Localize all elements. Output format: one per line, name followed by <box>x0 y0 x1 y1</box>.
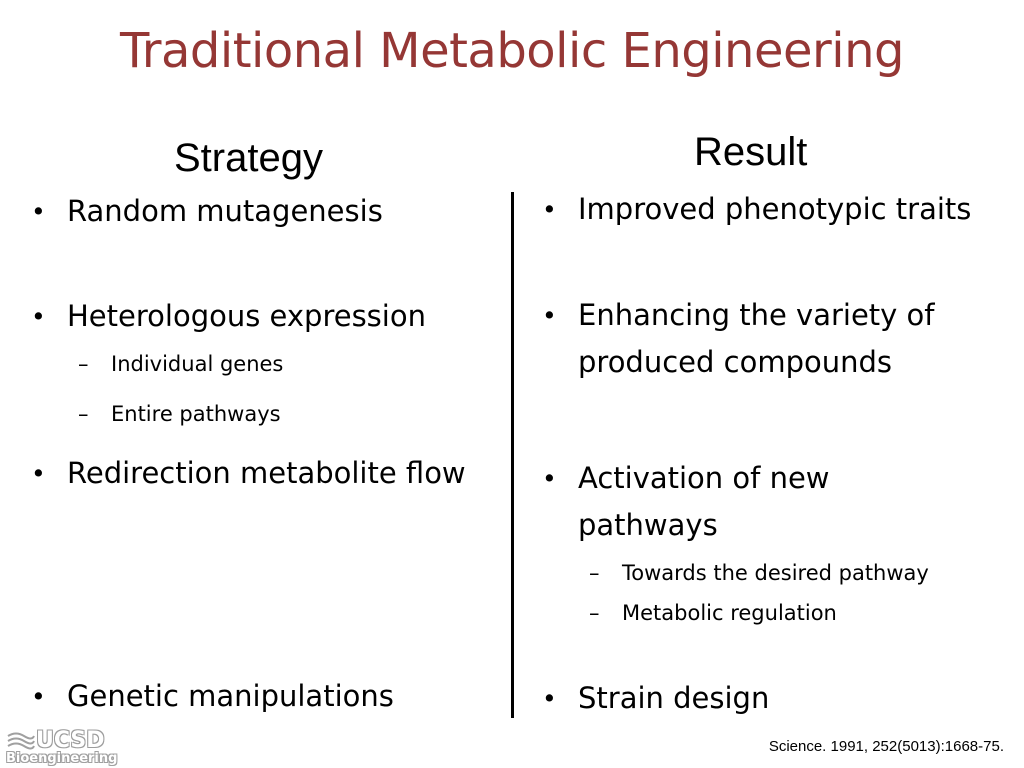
result-item-strain-design: • Strain design <box>542 675 978 722</box>
result-item-improved-traits: • Improved phenotypic traits <box>542 186 978 233</box>
strategy-item-label: Genetic manipulations <box>67 679 394 713</box>
bullet-icon: • <box>542 464 557 493</box>
strategy-item-label: Redirection metabolite flow <box>67 456 466 490</box>
bullet-icon: • <box>542 195 557 224</box>
column-divider <box>511 192 514 718</box>
strategy-item-random-mutagenesis: • Random mutagenesis <box>31 188 487 235</box>
strategy-subitem-label: Individual genes <box>111 352 284 376</box>
bullet-icon: • <box>542 301 557 330</box>
bullet-icon: • <box>31 197 46 226</box>
logo-department: Bioengineering <box>6 751 118 766</box>
result-item-activation: • Activation of new pathways <box>542 455 978 549</box>
logo-name: UCSD <box>36 728 105 753</box>
result-item-label: Strain design <box>578 681 770 715</box>
result-item-label: Improved phenotypic traits <box>578 192 972 226</box>
result-subitem-label: Metabolic regulation <box>622 601 837 625</box>
result-item-label: Activation of new pathways <box>578 461 830 542</box>
strategy-item-genetic-manipulations: • Genetic manipulations <box>31 673 497 720</box>
ucsd-wave-icon <box>7 732 35 750</box>
strategy-item-redirection: • Redirection metabolite flow <box>31 450 467 497</box>
bullet-icon: • <box>31 459 46 488</box>
citation: Science. 1991, 252(5013):1668-75. <box>768 738 1004 755</box>
dash-icon: – <box>589 561 600 585</box>
result-item-label: Enhancing the variety of produced compou… <box>578 298 935 379</box>
strategy-subitem-individual-genes: – Individual genes <box>78 349 471 379</box>
bullet-icon: • <box>31 302 46 331</box>
dash-icon: – <box>589 601 600 625</box>
strategy-subitem-entire-pathways: – Entire pathways <box>78 399 471 429</box>
result-item-enhancing-variety: • Enhancing the variety of produced comp… <box>542 292 998 386</box>
dash-icon: – <box>78 402 89 426</box>
result-subitem-label: Towards the desired pathway <box>622 561 929 585</box>
strategy-item-heterologous-expression: • Heterologous expression <box>31 293 497 340</box>
result-subitem-metabolic-regulation: – Metabolic regulation <box>589 598 1002 628</box>
strategy-heading: Strategy <box>174 136 323 180</box>
strategy-item-label: Random mutagenesis <box>67 194 383 228</box>
ucsd-bioengineering-logo: UCSD Bioengineering <box>6 728 118 766</box>
strategy-subitem-label: Entire pathways <box>111 402 281 426</box>
bullet-icon: • <box>31 682 46 711</box>
strategy-item-label: Heterologous expression <box>67 299 426 333</box>
bullet-icon: • <box>542 684 557 713</box>
result-heading: Result <box>694 130 808 174</box>
slide-title: Traditional Metabolic Engineering <box>119 23 905 79</box>
dash-icon: – <box>78 352 89 376</box>
result-subitem-towards-pathway: – Towards the desired pathway <box>589 558 1002 588</box>
